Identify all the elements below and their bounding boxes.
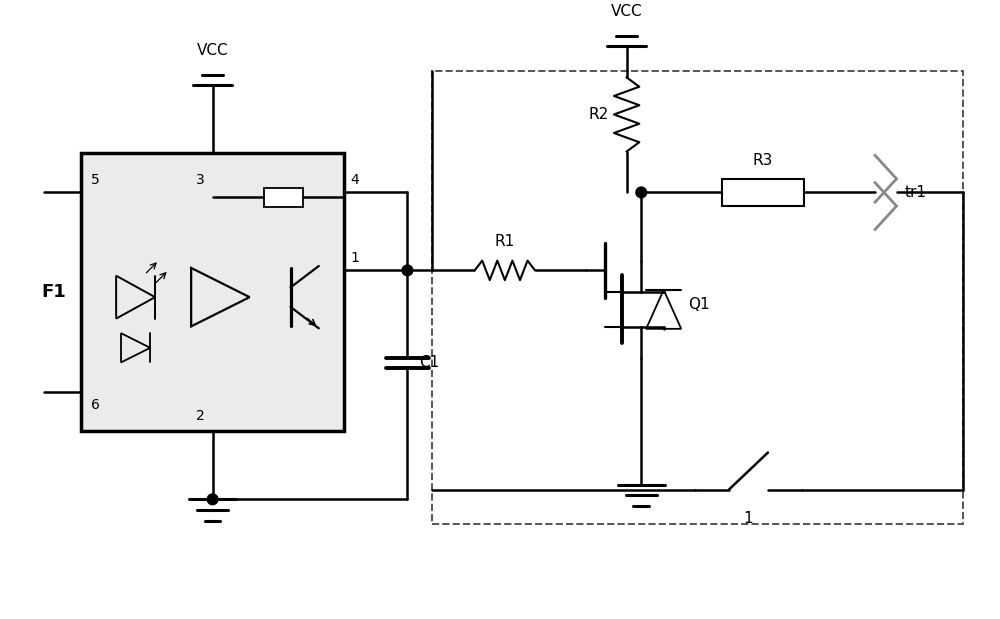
Text: R2: R2 — [589, 107, 609, 122]
Circle shape — [207, 494, 218, 504]
Text: 2: 2 — [196, 409, 205, 423]
Text: C1: C1 — [419, 355, 439, 370]
Text: VCC: VCC — [197, 43, 228, 58]
Text: 6: 6 — [91, 398, 100, 412]
Text: Q1: Q1 — [688, 297, 710, 312]
Bar — [432, 71, 963, 524]
Text: tr1: tr1 — [904, 185, 926, 200]
Bar — [264, 188, 303, 207]
Text: 4: 4 — [350, 173, 359, 186]
Text: 1: 1 — [744, 511, 753, 526]
Text: R1: R1 — [495, 234, 515, 249]
Circle shape — [636, 187, 647, 198]
Circle shape — [402, 265, 413, 275]
Text: 3: 3 — [196, 173, 205, 187]
Text: F1: F1 — [41, 284, 66, 301]
Text: 5: 5 — [91, 173, 100, 186]
Bar — [81, 154, 344, 431]
Text: 1: 1 — [350, 251, 359, 264]
Text: VCC: VCC — [611, 4, 642, 19]
Text: R3: R3 — [753, 153, 773, 168]
Bar — [722, 179, 804, 206]
